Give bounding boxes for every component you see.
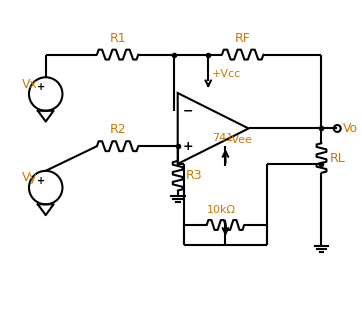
Text: 10kΩ: 10kΩ bbox=[207, 205, 236, 215]
Text: -Vee: -Vee bbox=[228, 135, 252, 145]
Text: RF: RF bbox=[235, 32, 251, 45]
Text: R1: R1 bbox=[109, 32, 126, 45]
Text: R3: R3 bbox=[186, 169, 202, 182]
Text: +Vcc: +Vcc bbox=[212, 69, 241, 79]
Text: R2: R2 bbox=[109, 123, 126, 136]
Text: Vx: Vx bbox=[22, 78, 38, 91]
Text: Vo: Vo bbox=[343, 122, 358, 135]
Text: +: + bbox=[37, 176, 45, 186]
Text: +: + bbox=[182, 140, 193, 153]
Text: RL: RL bbox=[329, 151, 345, 164]
Text: −: − bbox=[182, 104, 193, 117]
Text: Vy: Vy bbox=[22, 171, 38, 184]
Text: 741: 741 bbox=[212, 133, 233, 143]
Text: +: + bbox=[37, 82, 45, 92]
